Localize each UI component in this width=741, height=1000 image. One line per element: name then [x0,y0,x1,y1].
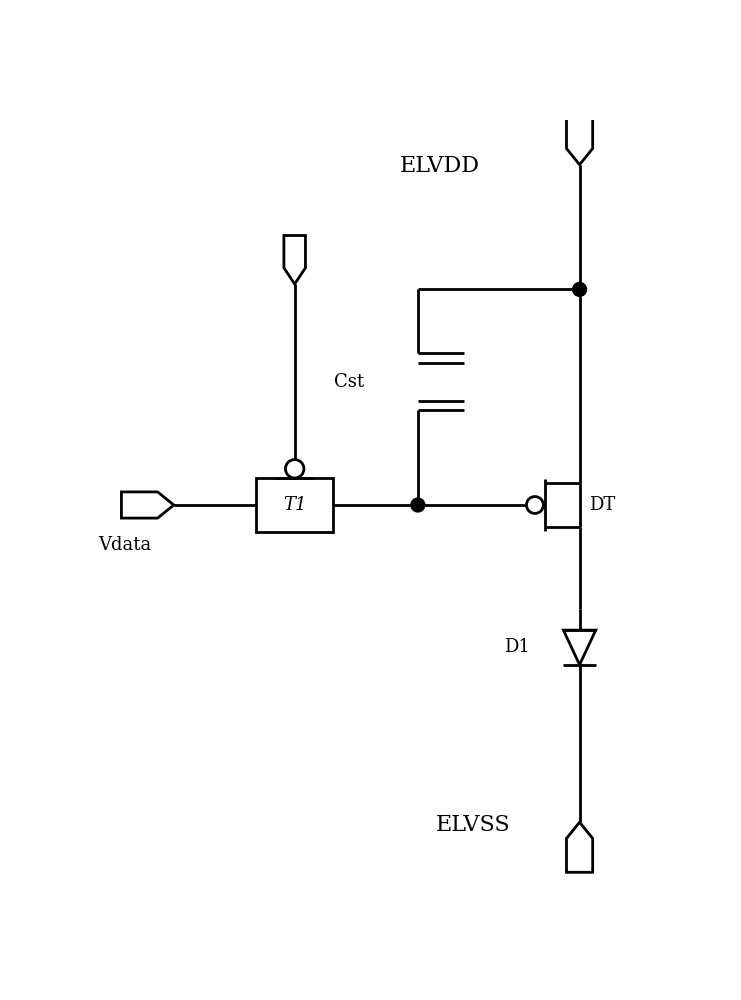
Bar [256,478,333,532]
Text: Cst: Cst [334,373,364,391]
Circle shape [411,498,425,512]
Circle shape [526,497,543,513]
Text: DT: DT [589,496,615,514]
Circle shape [573,282,587,296]
Text: D1: D1 [504,638,530,656]
Text: Vdata: Vdata [99,536,152,554]
Text: T1: T1 [283,496,307,514]
Circle shape [285,460,304,478]
Text: ELVDD: ELVDD [399,155,479,177]
Text: ELVSS: ELVSS [436,814,511,836]
